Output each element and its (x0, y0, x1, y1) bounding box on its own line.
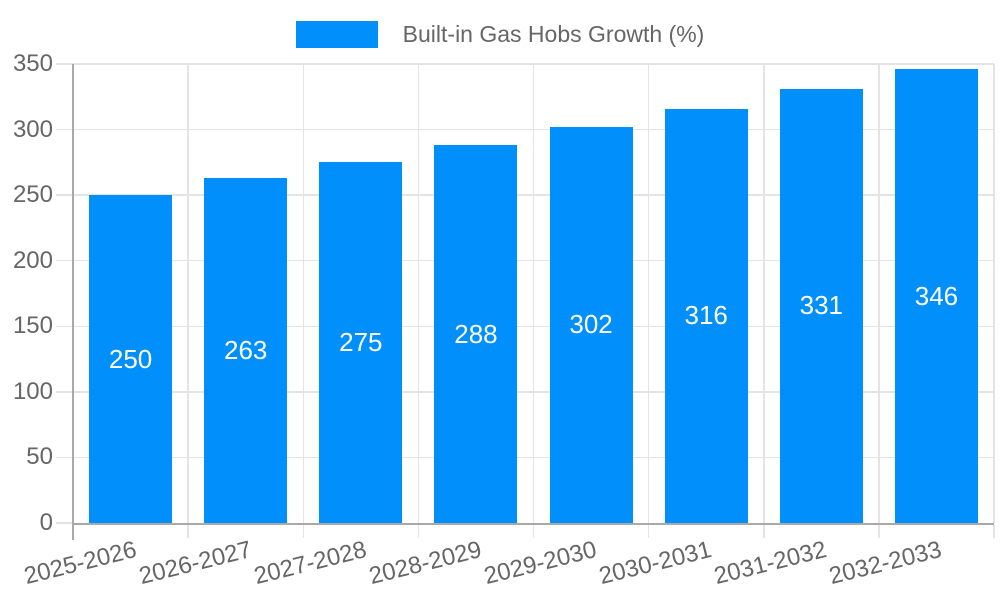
legend[interactable]: Built-in Gas Hobs Growth (%) (0, 21, 1000, 48)
x-axis-tick (417, 525, 420, 538)
bar-value-label: 250 (108, 343, 153, 374)
legend-label: Built-in Gas Hobs Growth (%) (402, 21, 705, 47)
y-axis-label: 200 (12, 246, 53, 274)
bar[interactable]: 288 (434, 145, 518, 523)
bar[interactable]: 263 (204, 178, 288, 523)
x-gridline (993, 64, 995, 523)
y-axis-line (71, 63, 74, 540)
bar-value-label: 275 (339, 327, 383, 358)
x-axis-tick (878, 525, 880, 538)
x-axis-tick (993, 525, 995, 538)
x-gridline (532, 64, 535, 523)
x-gridline (878, 64, 880, 523)
bar[interactable]: 346 (894, 69, 978, 523)
y-axis-tick (56, 194, 73, 196)
x-gridline (187, 64, 189, 523)
bar[interactable]: 316 (664, 108, 748, 523)
y-axis-tick (56, 391, 73, 393)
y-axis-tick (56, 325, 73, 328)
x-axis-tick (532, 525, 535, 538)
bar[interactable]: 302 (549, 126, 633, 523)
x-gridline (763, 64, 765, 523)
x-axis-tick (187, 525, 189, 538)
bar[interactable]: 331 (779, 88, 863, 523)
y-axis-tick (56, 128, 73, 131)
y-axis-label: 100 (12, 377, 53, 405)
y-axis-tick (56, 259, 73, 262)
bar[interactable]: 250 (89, 195, 173, 523)
y-axis-tick (56, 456, 73, 459)
bar-value-label: 316 (684, 300, 728, 331)
bar-value-label: 331 (799, 290, 843, 321)
y-axis-tick (56, 522, 73, 524)
bar-value-label: 288 (454, 318, 498, 349)
y-axis-label: 350 (12, 50, 53, 77)
y-axis-label: 50 (26, 443, 53, 471)
bar[interactable]: 275 (319, 162, 403, 523)
x-axis-tick (763, 525, 765, 538)
x-axis-tick (302, 525, 304, 538)
x-axis-tick (647, 525, 650, 538)
x-gridline (417, 64, 420, 523)
x-gridline (302, 64, 304, 523)
bar-value-label: 263 (223, 335, 268, 366)
x-axis-line (71, 523, 994, 525)
y-axis-label: 300 (12, 115, 53, 143)
bar-value-label: 346 (914, 280, 959, 311)
legend-swatch-icon (295, 21, 378, 48)
y-axis-label: 150 (12, 312, 53, 340)
bar-value-label: 302 (569, 309, 613, 340)
y-axis-label: 250 (12, 181, 53, 209)
y-axis-label: 0 (39, 509, 53, 536)
y-axis-tick (56, 63, 73, 65)
x-gridline (647, 64, 650, 523)
